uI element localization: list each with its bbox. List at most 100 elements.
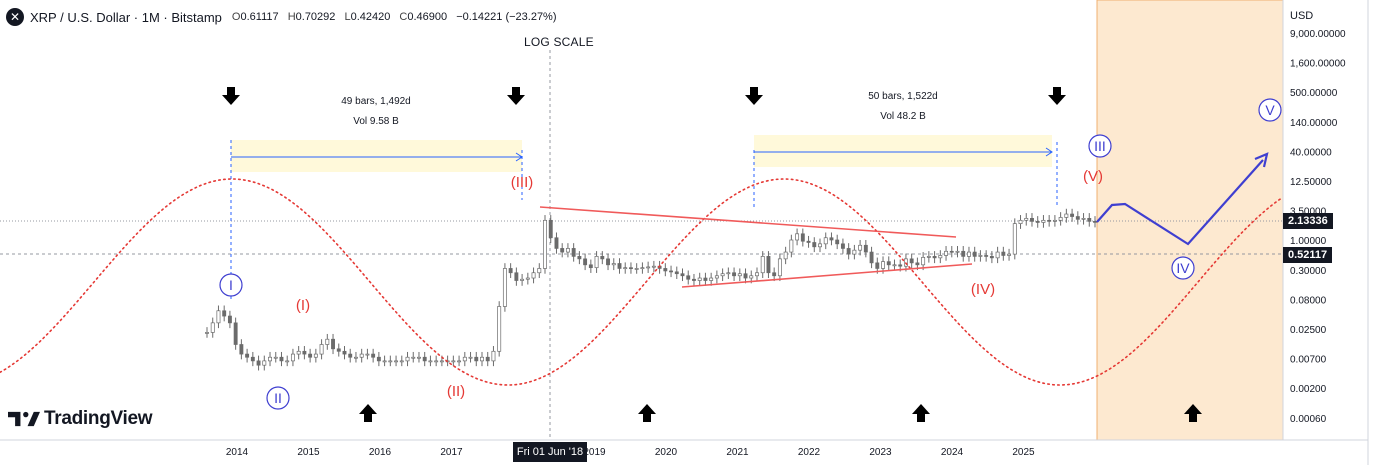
wave-label-blue: III [1094,138,1106,154]
candle-body [285,360,290,363]
candle-body [972,251,977,257]
time-tick-label: 2019 [583,447,606,458]
candle-body [611,263,616,266]
candle-body [451,360,456,363]
candle-body [239,344,244,355]
time-tick-label: 2014 [226,447,249,458]
upper-trendline [539,206,957,238]
candle-body [525,277,530,280]
currency-label[interactable]: USD [1290,10,1314,22]
candle-body [531,272,536,279]
close-value: 0.46900 [407,11,448,23]
candle-body [651,265,656,268]
candle-body [1093,221,1097,223]
cycle-2-bars: 50 bars, 1,522d [868,91,938,102]
candle-body [560,248,565,253]
cycle-2-vol: Vol 48.2 B [880,111,926,122]
candle-body [1075,216,1080,220]
candle-body [846,248,851,255]
chart-header: ✕ XRP / U.S. Dollar · 1M · Bitstamp O0.6… [6,6,563,28]
cycle-1-vol: Vol 9.58 B [353,116,399,127]
candle-body [967,251,971,257]
log-scale-label: LOG SCALE [524,35,594,49]
cycle-top-down-arrow-icon [745,87,763,105]
candle-body [823,237,828,245]
candle-body [961,250,966,257]
price-tick-label: 40.00000 [1290,147,1332,158]
wave-label-red: (IV) [971,281,995,298]
candle-body [932,256,937,259]
candle-body [1047,219,1052,222]
candle-body [1058,217,1063,221]
cycle-1-bars: 49 bars, 1,492d [341,96,411,107]
candle-body [399,360,404,363]
cycle-bottom-up-arrow-icon [638,404,656,422]
candle-body [1024,218,1029,221]
candle-body [852,249,857,255]
cycle-measure-arrowhead [1045,147,1053,157]
candle-body [508,268,513,274]
candle-body [279,356,284,362]
high-value: 0.70292 [295,11,336,23]
candle-body [497,306,502,352]
candle-body [869,251,874,264]
tradingview-logo-icon [8,411,40,427]
price-tick-label: 0.30000 [1290,266,1327,277]
candle-body [875,262,880,269]
candle-body [680,273,685,277]
price-tick-label: 140.00000 [1290,118,1338,129]
candle-body [233,322,238,345]
candle-body [1007,253,1012,256]
candle-body [1012,223,1017,255]
axes-group: 9,000.00000 1,600.00000 500.00000 140.00000… [226,29,1346,458]
candle-body [245,353,250,358]
projection-path [1096,159,1264,246]
candle-body [222,310,227,317]
candle-body [571,248,576,257]
candle-body [835,239,840,245]
candle-body [674,271,679,275]
cycle-measure-arrowhead [515,152,523,162]
candle-body [892,264,897,267]
candle-body [726,272,731,275]
candle-body [428,360,433,363]
candle-body [474,356,479,362]
wave-label-blue: I [229,277,233,293]
candle-body [382,360,387,363]
projection-zone [1096,0,1284,441]
candle-body [1087,218,1092,222]
candle-body [720,273,725,277]
tradingview-logo[interactable]: TradingView [8,408,153,430]
candle-body [777,258,782,277]
candle-body [302,350,307,355]
close-icon[interactable]: ✕ [6,8,24,26]
candle-body [732,272,737,277]
price-tick-label: 0.00200 [1290,384,1327,395]
candle-body [376,356,381,362]
candle-body [514,272,519,281]
price-tick-label: 0.08000 [1290,295,1327,306]
candle-body [565,248,570,253]
candle-body [703,277,708,281]
candle-body [359,353,364,358]
candle-body [898,264,903,267]
cycle-top-down-arrow-icon [507,87,525,105]
candle-body [646,266,651,269]
wave-label-red: (V) [1083,168,1103,185]
candle-body [468,356,473,359]
candle-body [308,353,313,358]
candle-body [371,353,376,358]
symbol-title[interactable]: XRP / U.S. Dollar · 1M · Bitstamp [30,9,222,25]
candle-body [491,350,496,362]
candle-body [755,272,759,277]
price-tick-label: 12.50000 [1290,177,1332,188]
candle-body [342,350,347,355]
candle-body [628,267,633,270]
candle-body [709,277,714,281]
time-tick-label: 2015 [297,447,320,458]
time-tick-label: 2025 [1012,447,1035,458]
candle-body [417,356,421,359]
candle-body [1030,218,1034,222]
candle-body [365,353,370,356]
